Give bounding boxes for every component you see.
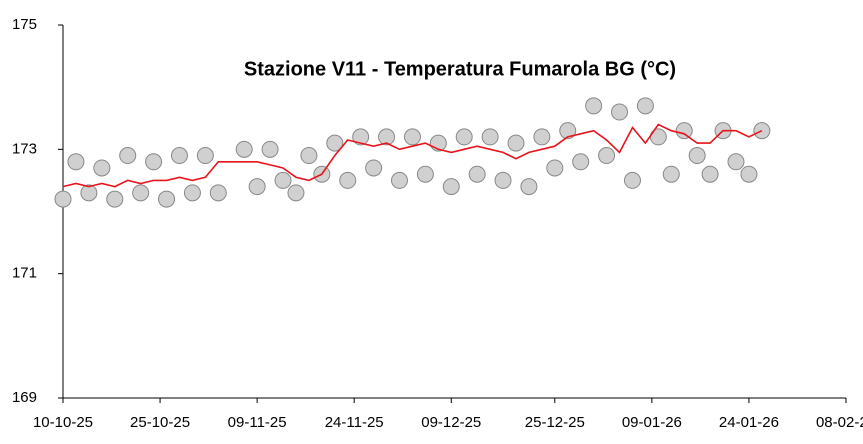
data-point	[598, 147, 616, 165]
x-tick-label: 25-10-25	[130, 414, 190, 431]
data-point	[481, 128, 499, 146]
data-point	[662, 165, 680, 183]
data-point	[403, 128, 421, 146]
data-point	[390, 171, 408, 189]
data-point	[611, 103, 629, 121]
data-point	[54, 190, 72, 208]
y-tick-label: 171	[12, 265, 37, 282]
x-tick-label: 24-01-26	[719, 414, 779, 431]
data-point	[585, 97, 603, 115]
data-point	[183, 184, 201, 202]
data-point	[80, 184, 98, 202]
data-point	[442, 178, 460, 196]
x-tick-label: 09-11-25	[228, 414, 287, 431]
x-tick-label: 10-10-25	[33, 414, 93, 431]
data-point	[546, 159, 564, 177]
data-point	[416, 165, 434, 183]
x-tick-label: 09-12-25	[421, 414, 481, 431]
data-point	[196, 147, 214, 165]
data-point	[248, 178, 266, 196]
x-tick-label: 24-11-25	[325, 414, 384, 431]
x-tick-label: 08-02-26	[816, 414, 863, 431]
data-point	[145, 153, 163, 171]
data-point	[494, 171, 512, 189]
data-point	[235, 140, 253, 158]
data-point	[727, 153, 745, 171]
data-point	[740, 165, 758, 183]
data-point	[67, 153, 85, 171]
x-tick-label: 09-01-26	[622, 414, 682, 431]
data-point	[287, 184, 305, 202]
data-point	[132, 184, 150, 202]
data-point	[688, 147, 706, 165]
data-point	[455, 128, 473, 146]
data-point	[623, 171, 641, 189]
data-point	[119, 147, 137, 165]
data-point	[326, 134, 344, 152]
marker-series	[54, 97, 771, 208]
data-point	[170, 147, 188, 165]
data-point	[274, 171, 292, 189]
data-point	[300, 147, 318, 165]
data-point	[572, 153, 590, 171]
data-point	[93, 159, 111, 177]
data-point	[209, 184, 227, 202]
chart-title: Stazione V11 - Temperatura Fumarola BG (…	[244, 58, 676, 80]
data-point	[106, 190, 124, 208]
y-tick-label: 173	[12, 140, 37, 157]
data-point	[158, 190, 176, 208]
y-tick-label: 169	[12, 389, 37, 406]
data-point	[378, 128, 396, 146]
data-point	[339, 171, 357, 189]
data-point	[636, 97, 654, 115]
data-line	[62, 123, 763, 188]
x-tick-label: 25-12-25	[525, 414, 585, 431]
data-point	[507, 134, 525, 152]
data-point	[533, 128, 551, 146]
data-point	[701, 165, 719, 183]
y-tick-label: 175	[12, 16, 37, 33]
data-point	[520, 178, 538, 196]
data-point	[365, 159, 383, 177]
data-point	[261, 140, 279, 158]
data-point	[468, 165, 486, 183]
data-point	[352, 128, 370, 146]
data-point	[559, 122, 577, 140]
data-point	[675, 122, 693, 140]
